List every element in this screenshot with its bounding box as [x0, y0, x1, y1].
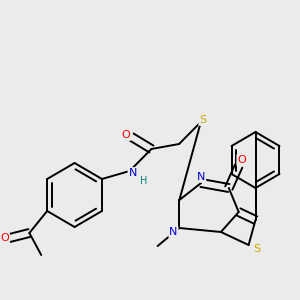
Text: O: O [237, 155, 246, 165]
Text: S: S [253, 244, 260, 254]
Text: N: N [197, 172, 205, 182]
Text: H: H [140, 176, 147, 186]
Text: O: O [0, 233, 9, 243]
Text: S: S [199, 115, 206, 125]
Text: N: N [169, 227, 178, 237]
Text: N: N [128, 168, 137, 178]
Text: O: O [121, 130, 130, 140]
